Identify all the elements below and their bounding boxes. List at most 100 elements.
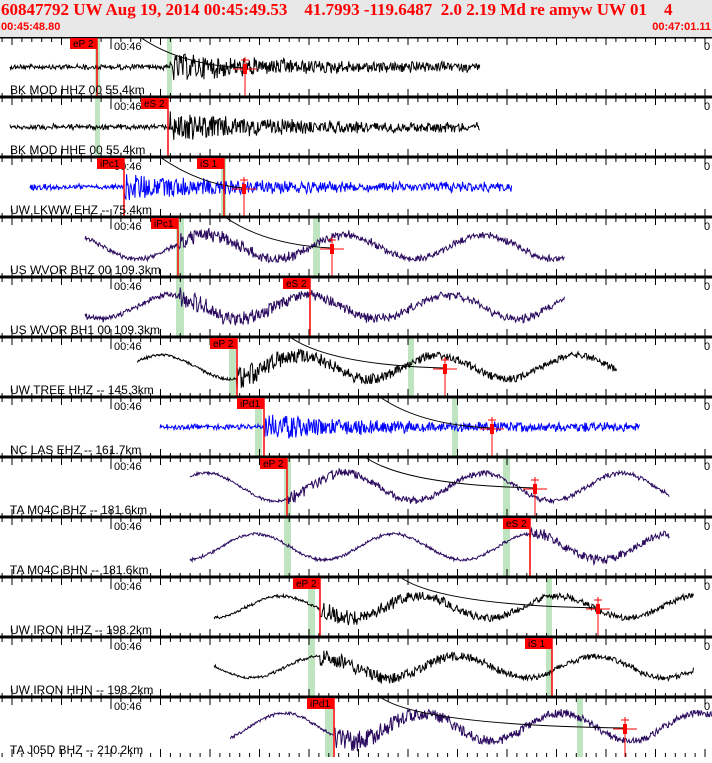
phase-pick-label-box[interactable] xyxy=(293,578,320,589)
channel-label: TA M04C BHN -- 181.6km xyxy=(10,563,148,577)
pick-window-band xyxy=(325,698,333,757)
phase-pick-label: eP 2 xyxy=(73,39,94,50)
phase-pick-label-box[interactable] xyxy=(151,218,178,229)
channel-panel[interactable]: 00:46 0 iPc1 US WVOR BHZ 00 109.3km xyxy=(0,215,712,277)
waveform-trace xyxy=(189,468,670,505)
phase-pick-label: eS 2 xyxy=(506,519,527,530)
edge-tick-label: 0 xyxy=(704,281,710,293)
pick-window-band xyxy=(577,698,583,757)
edge-tick-label: 0 xyxy=(704,641,710,653)
travel-time-curve xyxy=(139,36,246,69)
edge-tick-label: 0 xyxy=(704,461,710,473)
phase-pick-label: iPc1 xyxy=(100,159,120,170)
phase-pick-label: eS 2 xyxy=(286,279,307,290)
channel-panel[interactable]: 00:46 0 eS 2 TA M04C BHN -- 181.6km xyxy=(0,515,712,577)
time-tick-label: 00:46 xyxy=(114,521,142,533)
phase-pick-label-box[interactable] xyxy=(307,698,334,709)
pick-window-band xyxy=(313,218,320,277)
pick-window-band xyxy=(503,458,510,517)
channel-label: TA M04C BHZ -- 181.6km xyxy=(10,503,147,517)
channel-panel[interactable]: 00:46 0 iPd1 NC LAS EHZ -- 161.7km xyxy=(0,395,712,457)
phase-pick-label-box[interactable] xyxy=(197,158,224,169)
phase-pick-label: eP 2 xyxy=(263,459,284,470)
travel-time-curve xyxy=(159,156,245,189)
time-tick-label: 00:46 xyxy=(114,461,142,473)
seismogram-canvas[interactable]: 00:46 0 eP 2 BK MOD HHZ 00 55.4km 00:46 0 eS 2… xyxy=(0,35,712,758)
pick-window-band xyxy=(229,338,236,397)
channel-label: BK MOD HHZ 00 55.4km xyxy=(10,83,145,97)
time-tick-label: 00:46 xyxy=(114,701,142,713)
pick-window-band xyxy=(255,398,262,457)
seismogram-panels[interactable]: 00:46 0 eP 2 BK MOD HHZ 00 55.4km 00:46 0 eS 2… xyxy=(0,35,712,758)
waveform-trace xyxy=(213,591,694,626)
event-title: 60847792 UW Aug 19, 2014 00:45:49.53 41.… xyxy=(1,0,673,19)
phase-pick-label-box[interactable] xyxy=(237,398,264,409)
phase-pick-label: eP 2 xyxy=(213,339,234,350)
event-header: 60847792 UW Aug 19, 2014 00:45:49.53 41.… xyxy=(0,0,712,37)
phase-pick-label-box[interactable] xyxy=(210,338,237,349)
travel-time-curve xyxy=(379,696,626,729)
phase-pick-label-box[interactable] xyxy=(141,98,168,109)
time-tick-label: 00:46 xyxy=(114,41,142,53)
phase-pick-label: iPd1 xyxy=(310,699,330,710)
travel-time-curve xyxy=(364,456,536,489)
waveform-trace xyxy=(136,348,617,390)
waveform-trace xyxy=(159,414,640,439)
channel-label: NC LAS EHZ -- 161.7km xyxy=(10,443,141,457)
channel-label: UW IRON HHZ -- 198.2km xyxy=(10,623,152,637)
phase-pick-label-box[interactable] xyxy=(97,158,124,169)
channel-label: UW LKWW EHZ -- 75.4km xyxy=(10,203,152,217)
channel-panel[interactable]: 00:46 0 eS 2 BK MOD HHE 00 55.4km xyxy=(0,95,712,157)
phase-pick-label-box[interactable] xyxy=(503,518,530,529)
time-tick-label: 00:46 xyxy=(114,281,142,293)
channel-panel[interactable]: 00:46 0 eS 2 US WVOR BH1 00 109.3km xyxy=(0,275,712,337)
travel-time-curve xyxy=(289,336,446,369)
phase-pick-label-box[interactable] xyxy=(283,278,310,289)
channel-panel[interactable]: 00:46 0 eP 2 BK MOD HHZ 00 55.4km xyxy=(0,35,712,97)
edge-tick-label: 0 xyxy=(704,521,710,533)
travel-time-curve xyxy=(399,576,599,609)
travel-time-curve xyxy=(224,216,333,249)
channel-panel[interactable]: 00:46 0 iS 1 UW IRON HHN -- 198.2km xyxy=(0,635,712,697)
waveform-trace xyxy=(9,111,480,140)
edge-tick-label: 0 xyxy=(704,701,710,713)
time-tick-label: 00:46 xyxy=(114,581,142,593)
channel-label: US WVOR BH1 00 109.3km xyxy=(10,323,160,337)
channel-panel[interactable]: 00:46 0 eP 2 TA M04C BHZ -- 181.6km xyxy=(0,455,712,517)
pick-window-band xyxy=(308,578,315,637)
channel-label: BK MOD HHE 00 55.4km xyxy=(10,143,145,157)
phase-pick-label: iPd1 xyxy=(240,399,260,410)
phase-pick-label-box[interactable] xyxy=(70,38,97,49)
phase-pick-label-box[interactable] xyxy=(260,458,287,469)
edge-tick-label: 0 xyxy=(704,401,710,413)
channel-label: UW IRON HHN -- 198.2km xyxy=(10,683,153,697)
channel-panel[interactable]: 00:46 0 eP 2 UW TREE HHZ -- 145.3km xyxy=(0,335,712,397)
pick-window-band xyxy=(176,278,184,337)
pick-window-band xyxy=(503,518,510,577)
edge-tick-label: 0 xyxy=(704,341,710,353)
time-tick-label: 00:46 xyxy=(114,101,142,113)
end-time: 00:47:01.11 xyxy=(652,21,711,33)
pick-window-band xyxy=(452,398,458,457)
phase-pick-label-box[interactable] xyxy=(525,638,552,649)
channel-label: TA J05D BHZ -- 210.2km xyxy=(10,743,143,757)
pick-window-band xyxy=(284,518,291,577)
channel-label: US WVOR BHZ 00 109.3km xyxy=(10,263,161,277)
waveform-trace xyxy=(213,650,694,684)
time-tick-label: 00:46 xyxy=(114,221,142,233)
channel-panel[interactable]: 00:46 0 eP 2 UW IRON HHZ -- 198.2km xyxy=(0,575,712,637)
waveform-trace xyxy=(189,526,670,567)
start-time: 00:45:48.80 xyxy=(1,21,61,33)
pick-window-band xyxy=(308,638,315,697)
pick-window-band xyxy=(408,338,414,397)
phase-pick-label: iPc1 xyxy=(154,219,174,230)
time-tick-label: 00:46 xyxy=(114,641,142,653)
time-tick-label: 00:46 xyxy=(114,401,142,413)
edge-tick-label: 0 xyxy=(704,161,710,173)
channel-panel[interactable]: 00:46 0 iPd1 TA J05D BHZ -- 210.2km xyxy=(0,695,712,757)
waveform-trace xyxy=(29,174,513,201)
waveform-trace xyxy=(230,708,712,752)
time-tick-label: 00:46 xyxy=(114,341,142,353)
edge-tick-label: 0 xyxy=(704,221,710,233)
